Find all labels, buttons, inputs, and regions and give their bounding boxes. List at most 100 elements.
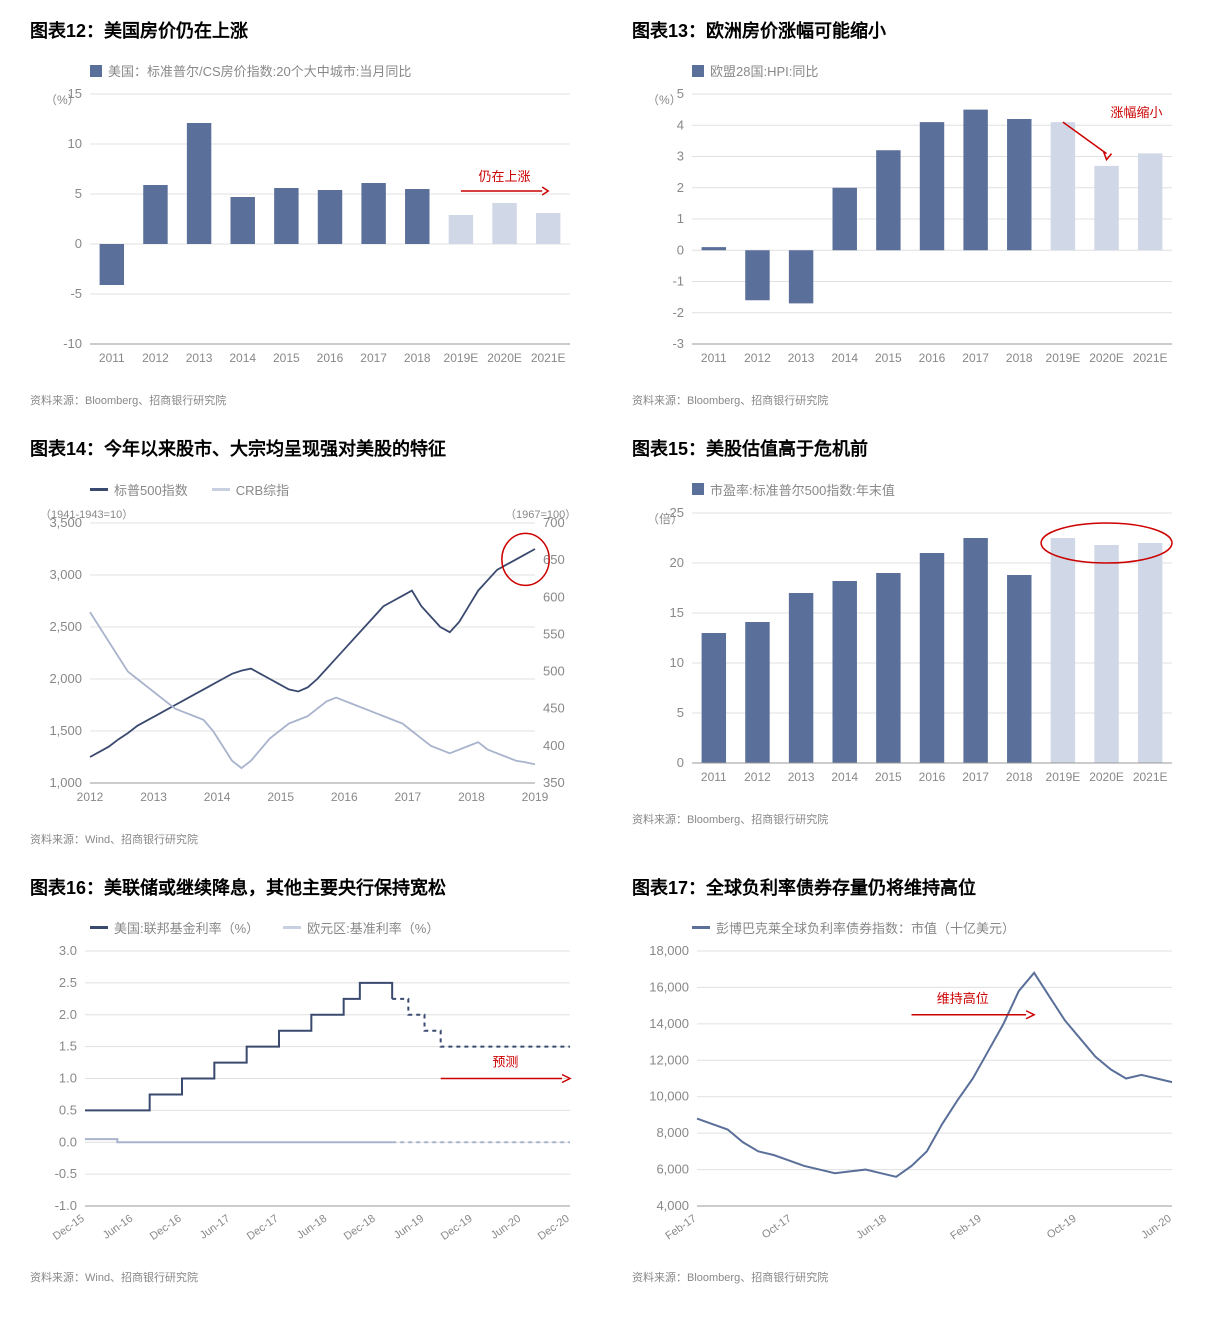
svg-text:10: 10 (68, 136, 82, 151)
source: 资料来源：Bloomberg、招商银行研究院 (632, 1269, 1194, 1285)
svg-text:2019E: 2019E (444, 351, 479, 365)
svg-text:400: 400 (543, 738, 565, 753)
svg-text:（1967=100）: （1967=100） (505, 508, 576, 521)
legend-label: 市盈率:标准普尔500指数:年末值 (710, 480, 895, 499)
svg-text:2013: 2013 (140, 790, 167, 804)
svg-text:2011: 2011 (701, 351, 727, 365)
svg-text:Dec-20: Dec-20 (536, 1213, 572, 1243)
svg-text:2015: 2015 (875, 351, 902, 365)
legend-item: CRB综指 (212, 480, 289, 499)
svg-text:2014: 2014 (831, 770, 858, 784)
svg-text:2012: 2012 (744, 770, 771, 784)
legend-swatch (90, 488, 108, 491)
svg-text:维持高位: 维持高位 (937, 991, 989, 1006)
svg-text:Dec-16: Dec-16 (148, 1213, 184, 1243)
svg-text:14,000: 14,000 (649, 1016, 689, 1031)
legend-swatch (212, 488, 230, 491)
svg-text:2020E: 2020E (1089, 351, 1124, 365)
svg-text:涨幅缩小: 涨幅缩小 (1111, 106, 1163, 121)
panel-rates: 图表16：美联储或继续降息，其他主要央行保持宽松 美国:联邦基金利率（%） 欧元区… (30, 877, 592, 1285)
svg-text:（%）: （%） (45, 93, 80, 107)
svg-text:2021E: 2021E (1133, 351, 1168, 365)
source: 资料来源：Bloomberg、招商银行研究院 (30, 392, 592, 408)
svg-text:2.0: 2.0 (59, 1007, 77, 1022)
svg-text:2015: 2015 (273, 351, 300, 365)
svg-text:2014: 2014 (229, 351, 256, 365)
panel-stocks-commodities: 图表14：今年以来股市、大宗均呈现强对美股的特征 标普500指数 CRB综指 1,… (30, 438, 592, 846)
legend-item: 标普500指数 (90, 480, 188, 499)
svg-text:预测: 预测 (492, 1055, 518, 1070)
svg-text:（%）: （%） (647, 93, 682, 107)
svg-text:Jun-18: Jun-18 (295, 1213, 329, 1242)
svg-text:2013: 2013 (186, 351, 213, 365)
svg-text:2019E: 2019E (1046, 351, 1081, 365)
svg-text:1,500: 1,500 (49, 723, 82, 738)
svg-text:-1: -1 (672, 274, 684, 289)
legend-swatch (692, 483, 704, 495)
svg-text:-10: -10 (63, 336, 82, 351)
svg-text:-2: -2 (672, 305, 684, 320)
panel-eu-house-price: 图表13：欧洲房价涨幅可能缩小 欧盟28国:HPI:同比 -3-2-101234… (632, 20, 1194, 408)
svg-text:2011: 2011 (701, 770, 727, 784)
panel-title: 图表16：美联储或继续降息，其他主要央行保持宽松 (30, 877, 592, 900)
svg-text:-0.5: -0.5 (55, 1166, 77, 1181)
svg-text:350: 350 (543, 775, 565, 790)
legend-item: 欧盟28国:HPI:同比 (692, 61, 818, 80)
svg-text:15: 15 (670, 605, 684, 620)
svg-text:2012: 2012 (744, 351, 771, 365)
svg-text:3.0: 3.0 (59, 943, 77, 958)
legend-label: 标普500指数 (114, 480, 188, 499)
source: 资料来源：Bloomberg、招商银行研究院 (632, 392, 1194, 408)
svg-text:2013: 2013 (788, 351, 815, 365)
svg-text:2015: 2015 (875, 770, 902, 784)
svg-text:1: 1 (677, 211, 684, 226)
svg-text:2019E: 2019E (1046, 770, 1081, 784)
legend: 标普500指数 CRB综指 (90, 480, 592, 499)
source: 资料来源：Bloomberg、招商银行研究院 (632, 811, 1194, 827)
svg-text:4: 4 (677, 118, 684, 133)
svg-text:1.0: 1.0 (59, 1071, 77, 1086)
svg-text:Dec-19: Dec-19 (439, 1213, 475, 1243)
panel-title: 图表14：今年以来股市、大宗均呈现强对美股的特征 (30, 438, 592, 461)
legend-swatch (283, 926, 301, 929)
legend-label: 欧盟28国:HPI:同比 (710, 61, 818, 80)
svg-text:0.5: 0.5 (59, 1103, 77, 1118)
charts-grid: 图表12：美国房价仍在上涨 美国：标准普尔/CS房价指数:20个大中城市:当月同… (30, 20, 1194, 1285)
svg-text:0.0: 0.0 (59, 1134, 77, 1149)
legend-swatch (90, 65, 102, 77)
svg-text:2015: 2015 (267, 790, 294, 804)
svg-text:20: 20 (670, 555, 684, 570)
legend-label: 美国:联邦基金利率（%） (114, 918, 259, 937)
legend-item: 市盈率:标准普尔500指数:年末值 (692, 480, 895, 499)
svg-text:2017: 2017 (962, 770, 989, 784)
svg-text:2018: 2018 (458, 790, 485, 804)
svg-text:16,000: 16,000 (649, 980, 689, 995)
svg-text:2021E: 2021E (1133, 770, 1168, 784)
chart-svg: -3-2-1012345（%）2011201220132014201520162… (632, 84, 1192, 384)
svg-text:Jun-20: Jun-20 (1139, 1213, 1173, 1242)
svg-text:2014: 2014 (831, 351, 858, 365)
panel-neg-debt: 图表17：全球负利率债券存量仍将维持高位 彭博巴克莱全球负利率债券指数：市值（十… (632, 877, 1194, 1285)
svg-text:1.5: 1.5 (59, 1039, 77, 1054)
svg-text:Dec-18: Dec-18 (342, 1213, 378, 1243)
svg-text:2021E: 2021E (531, 351, 566, 365)
svg-text:-3: -3 (672, 336, 684, 351)
legend-item: 欧元区:基准利率（%） (283, 918, 439, 937)
svg-text:2017: 2017 (962, 351, 989, 365)
svg-text:2012: 2012 (77, 790, 104, 804)
chart-svg: 1,0001,5002,0002,5003,0003,5003504004505… (30, 503, 590, 823)
svg-text:0: 0 (75, 236, 82, 251)
svg-text:600: 600 (543, 589, 565, 604)
svg-text:Oct-19: Oct-19 (1045, 1213, 1079, 1242)
svg-text:Feb-19: Feb-19 (948, 1213, 983, 1243)
legend-swatch (692, 65, 704, 77)
legend: 美国：标准普尔/CS房价指数:20个大中城市:当月同比 (90, 61, 592, 80)
svg-text:2019: 2019 (522, 790, 549, 804)
svg-text:2013: 2013 (788, 770, 815, 784)
svg-text:2,000: 2,000 (49, 671, 82, 686)
svg-text:5: 5 (677, 705, 684, 720)
svg-text:5: 5 (75, 186, 82, 201)
svg-text:4,000: 4,000 (656, 1198, 689, 1213)
svg-text:450: 450 (543, 700, 565, 715)
legend: 市盈率:标准普尔500指数:年末值 (692, 480, 1194, 499)
